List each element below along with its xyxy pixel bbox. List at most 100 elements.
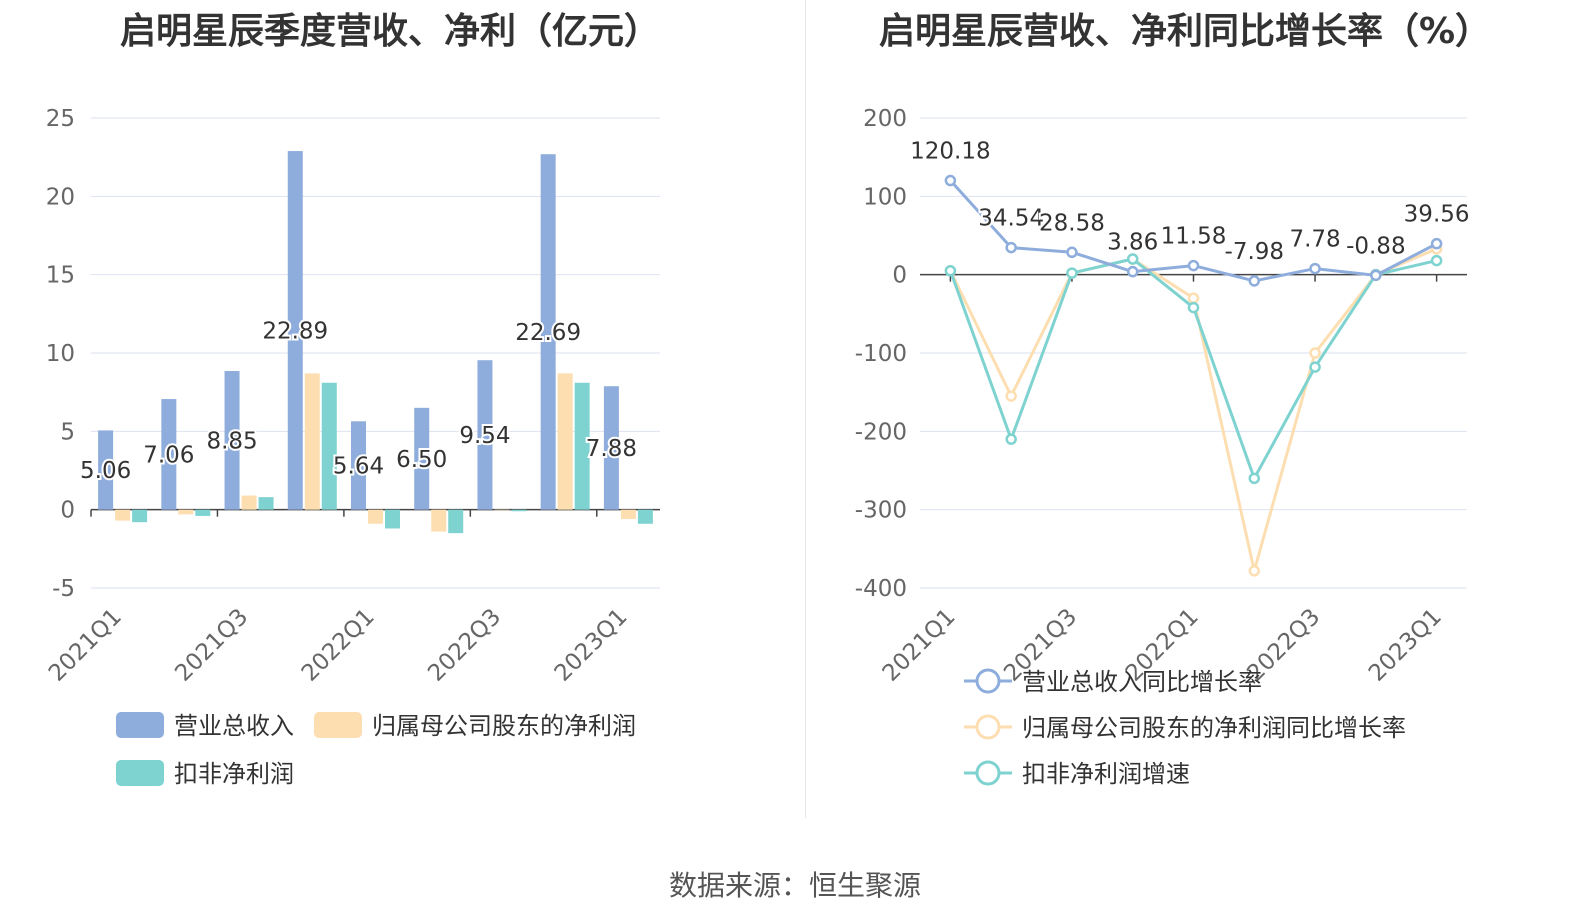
bar-revenue-2021Q4 (287, 151, 303, 510)
line-point-2021Q3 (1066, 267, 1078, 279)
line-point-2022Q3 (1309, 262, 1321, 275)
line-point-2021Q2 (1005, 241, 1017, 254)
bar-legend-swatch (116, 760, 164, 786)
bar-revenue-2021Q3 (224, 371, 240, 510)
line-legend-label: 归属母公司股东的净利润同比增长率 (1022, 714, 1406, 742)
bar-y-tick-label: 0 (60, 498, 75, 524)
bar-net-profit-2022Q2 (431, 509, 447, 532)
bar-net-profit-2022Q1 (368, 509, 383, 524)
bar-revenue-2021Q2 (161, 399, 177, 510)
line-point-2022Q2 (1248, 275, 1261, 287)
line-point-2022Q1 (1187, 259, 1200, 272)
line-point-2021Q4 (1126, 253, 1139, 265)
line-point-2022Q4 (1370, 269, 1382, 282)
bar-deducted-profit-2021Q1 (132, 509, 148, 523)
line-point-2022Q3 (1309, 347, 1321, 359)
bar-revenue-2023Q1 (603, 386, 619, 510)
line-data-label: -7.98 (1225, 239, 1285, 265)
line-y-tick-label: -300 (855, 498, 907, 524)
line-data-label: 39.56 (1404, 202, 1470, 228)
line-point-2021Q1 (944, 174, 957, 187)
bar-revenue-2021Q1 (98, 430, 114, 510)
bar-data-label: 9.54 (459, 423, 510, 449)
bar-x-tick-label: 2022Q3 (423, 604, 506, 687)
line-y-tick-label: -200 (855, 419, 907, 445)
line-y-tick-label: -400 (855, 576, 907, 602)
bar-legend-swatch (314, 712, 362, 738)
line-legend-label: 营业总收入同比增长率 (1022, 668, 1262, 696)
bar-legend-label: 归属母公司股东的净利润 (372, 712, 636, 740)
line-data-label: 7.78 (1289, 227, 1340, 253)
bar-data-label: 8.85 (206, 428, 257, 454)
bar-net-profit-2021Q3 (241, 495, 257, 510)
line-y-tick-label: 200 (863, 106, 907, 132)
bar-x-tick-label: 2021Q3 (170, 604, 253, 687)
bar-legend-label: 扣非净利润 (174, 760, 294, 788)
line-data-label: -0.88 (1346, 233, 1406, 259)
right-chart-title: 启明星辰营收、净利同比增长率（%） (878, 11, 1492, 52)
bar-revenue-2022Q4 (540, 154, 556, 510)
bar-data-label: 5.06 (80, 458, 131, 484)
bar-x-tick-label: 2022Q1 (297, 604, 380, 687)
line-point-2021Q2 (1005, 390, 1017, 402)
bar-deducted-profit-2021Q4 (321, 382, 337, 510)
line-x-tick-label: 2023Q1 (1364, 604, 1447, 687)
line-data-label: 3.86 (1107, 230, 1158, 256)
line-legend-label: 扣非净利润增速 (1022, 760, 1190, 788)
bar-revenue-2022Q2 (414, 407, 430, 510)
bar-x-tick-label: 2021Q1 (44, 604, 127, 687)
line-y-tick-label: 100 (863, 184, 907, 210)
line-point-2022Q1 (1187, 301, 1200, 314)
bar-y-tick-label: 25 (46, 106, 75, 132)
line-point-2022Q2 (1248, 472, 1261, 485)
line-point-2023Q1 (1430, 254, 1443, 267)
bar-net-profit-2022Q3 (494, 509, 510, 511)
bar-data-label: 22.69 (515, 320, 581, 346)
bar-deducted-profit-2021Q3 (258, 497, 274, 510)
bar-y-tick-label: 10 (46, 341, 75, 367)
data-source: 数据来源：恒生聚源 (668, 869, 921, 902)
line-point-2021Q1 (944, 265, 957, 277)
bar-data-label: 7.88 (586, 436, 637, 462)
line-point-2023Q1 (1430, 237, 1443, 250)
bar-deducted-profit-2022Q3 (511, 509, 527, 512)
bar-data-label: 22.89 (262, 318, 328, 344)
line-legend-marker (975, 760, 1001, 786)
chart-divider (805, 0, 806, 818)
line-point-2021Q3 (1066, 246, 1078, 259)
line-data-label: 34.54 (978, 206, 1044, 232)
line-data-label: 120.18 (910, 139, 990, 165)
line-data-label: 11.58 (1161, 224, 1227, 250)
line-y-tick-label: 0 (892, 263, 907, 289)
bar-deducted-profit-2021Q2 (195, 509, 211, 516)
bar-deducted-profit-2022Q4 (574, 382, 590, 510)
bar-net-profit-2021Q4 (304, 373, 320, 510)
line-x-tick-label: 2021Q1 (878, 604, 961, 687)
line-point-2022Q3 (1309, 361, 1321, 373)
bar-deducted-profit-2023Q1 (637, 509, 653, 524)
bar-y-tick-label: 5 (60, 419, 75, 445)
bar-data-label: 7.06 (143, 442, 194, 468)
line-point-2021Q2 (1005, 433, 1017, 445)
line-point-2021Q4 (1126, 265, 1139, 278)
bar-net-profit-2023Q1 (620, 509, 636, 520)
left-chart-title: 启明星辰季度营收、净利（亿元） (119, 11, 660, 52)
bar-y-tick-label: 20 (46, 184, 75, 210)
line-legend-marker (975, 714, 1001, 740)
bar-data-label: 5.64 (333, 453, 384, 479)
bar-legend-label: 营业总收入 (174, 712, 294, 740)
bar-legend-swatch (116, 712, 164, 738)
bar-net-profit-2021Q1 (115, 509, 131, 521)
bar-deducted-profit-2022Q2 (448, 509, 464, 534)
line-y-tick-label: -100 (855, 341, 907, 367)
bar-revenue-2022Q3 (477, 360, 493, 510)
bar-data-label: 6.50 (396, 447, 447, 473)
line-point-2022Q1 (1187, 292, 1200, 304)
line-legend-marker (975, 668, 1001, 694)
bar-net-profit-2021Q2 (178, 509, 194, 515)
bar-y-tick-label: 15 (46, 263, 75, 289)
line-data-label: 28.58 (1039, 210, 1105, 236)
bar-y-tick-label: -5 (52, 576, 75, 602)
bar-x-tick-label: 2023Q1 (550, 604, 633, 687)
